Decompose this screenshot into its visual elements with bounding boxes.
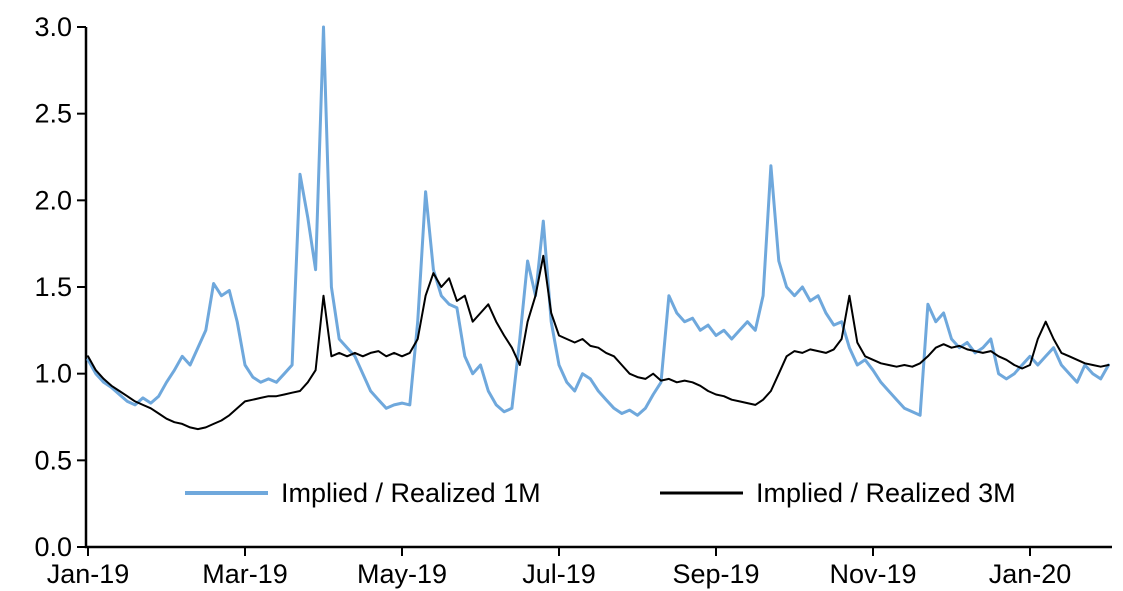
y-axis-tick-label: 3.0 xyxy=(34,12,72,42)
y-axis-tick-label: 1.5 xyxy=(34,272,72,302)
x-axis-tick-label: Nov-19 xyxy=(829,559,916,589)
legend-label-1m: Implied / Realized 1M xyxy=(281,478,541,508)
legend-label-3m: Implied / Realized 3M xyxy=(756,478,1016,508)
y-axis-tick-label: 1.0 xyxy=(34,359,72,389)
x-axis-tick-label: Jan-20 xyxy=(989,559,1072,589)
series-line-1m xyxy=(86,25,1110,417)
x-axis-tick-label: Sep-19 xyxy=(672,559,759,589)
x-axis-tick-label: Jan-19 xyxy=(47,559,130,589)
y-axis-tick-label: 0.5 xyxy=(34,445,72,475)
x-axis-tick-label: Mar-19 xyxy=(202,559,288,589)
x-axis-tick-label: May-19 xyxy=(357,559,447,589)
y-axis-tick-label: 0.0 xyxy=(34,532,72,562)
y-axis-tick-label: 2.0 xyxy=(34,185,72,215)
axes-spines xyxy=(84,27,1112,549)
series-line-3m xyxy=(87,254,1110,431)
y-axis-tick-label: 2.5 xyxy=(34,99,72,129)
x-axis-tick-label: Jul-19 xyxy=(522,559,596,589)
